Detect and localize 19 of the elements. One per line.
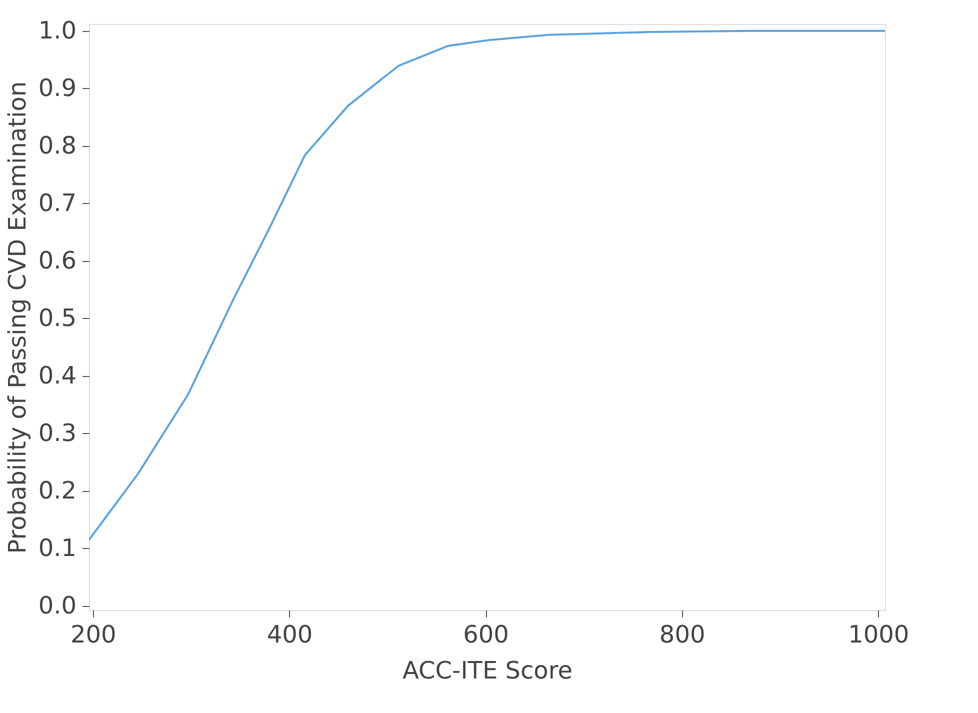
x-tick-label: 400 bbox=[266, 620, 313, 648]
x-axis-title: ACC-ITE Score bbox=[402, 656, 572, 684]
y-tick-label: 1.0 bbox=[38, 16, 76, 44]
x-tick-label: 1000 bbox=[848, 620, 910, 648]
x-tick-label: 200 bbox=[70, 620, 116, 648]
y-tick-label: 0.0 bbox=[38, 591, 76, 620]
y-tick-label: 0.1 bbox=[38, 534, 76, 562]
x-tick-label: 600 bbox=[463, 620, 509, 648]
y-tick-label: 0.5 bbox=[38, 304, 76, 332]
y-tick-label: 0.4 bbox=[38, 361, 76, 390]
y-tick-label: 0.3 bbox=[38, 418, 76, 447]
y-axis-title: Probability of Passing CVD Examination bbox=[3, 81, 32, 554]
y-tick-label: 0.6 bbox=[38, 246, 76, 274]
y-tick-label: 0.2 bbox=[38, 476, 76, 504]
x-tick-label: 800 bbox=[659, 620, 706, 648]
line-series bbox=[89, 30, 885, 541]
y-tick-label: 0.7 bbox=[38, 188, 76, 217]
y-tick-label: 0.9 bbox=[38, 74, 76, 102]
y-tick-label: 0.8 bbox=[38, 131, 76, 160]
